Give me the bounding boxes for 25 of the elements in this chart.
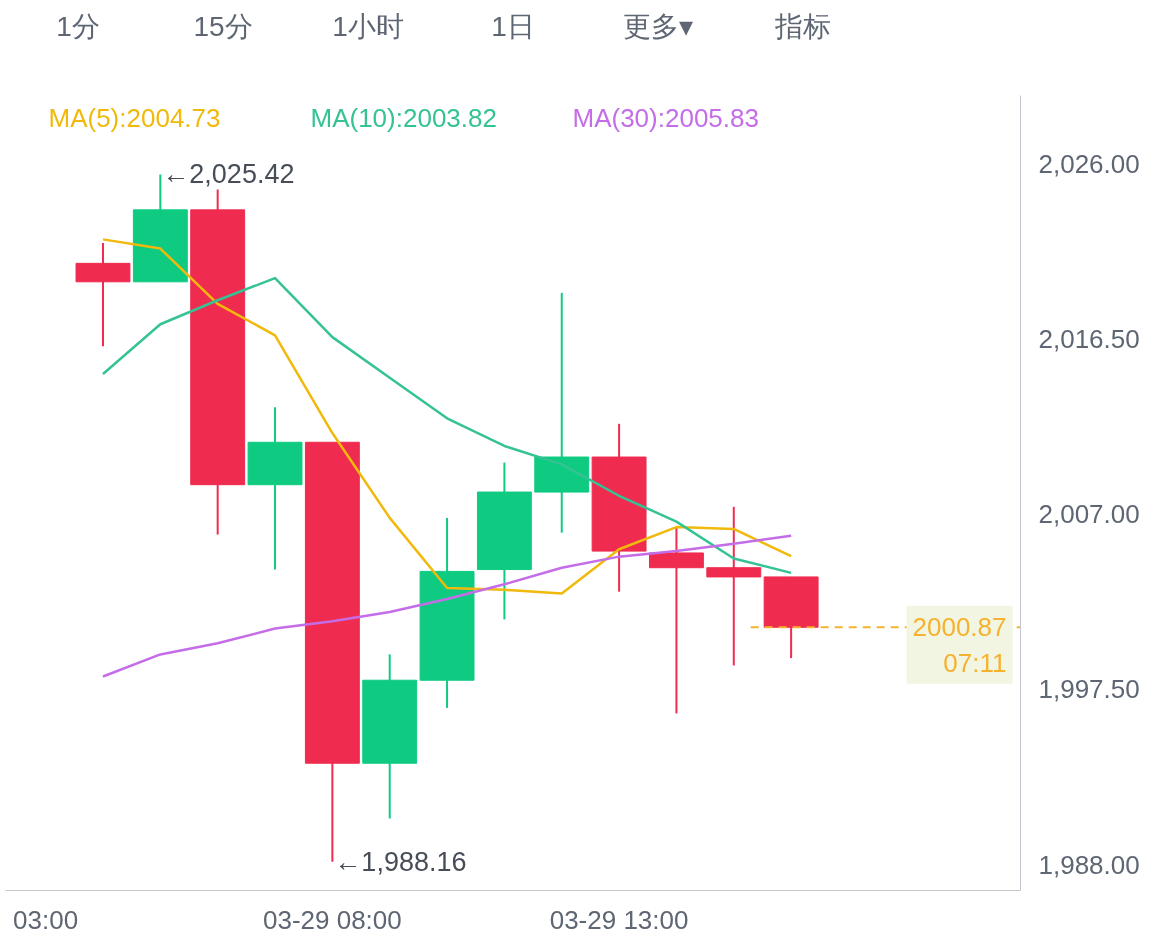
text: 更多▾ bbox=[623, 10, 693, 42]
text: MA(5):2004.73 bbox=[48, 103, 221, 134]
candlestick bbox=[706, 505, 762, 667]
y-tick-label: 1,997.50 bbox=[1038, 674, 1140, 705]
y-tick-label: 1,988.00 bbox=[1038, 849, 1140, 880]
text: 1分 bbox=[56, 10, 100, 42]
text: 指标 bbox=[774, 10, 831, 42]
y-tick-label: 2,007.00 bbox=[1038, 499, 1140, 530]
x-tick-label: 03:00 bbox=[13, 904, 79, 935]
text: 1日 bbox=[491, 10, 535, 42]
y-tick-label: 2,026.00 bbox=[1038, 148, 1140, 179]
text: 1小时 bbox=[332, 10, 404, 42]
annotation: ←1,988.16 bbox=[334, 846, 467, 877]
text: MA(30):2005.83 bbox=[572, 103, 759, 134]
x-tick-label: 03-29 13:00 bbox=[549, 904, 689, 935]
ref-line-label: 2000.87 07:11 bbox=[912, 611, 1007, 678]
y-tick-label: 2,016.50 bbox=[1038, 323, 1140, 354]
x-tick-label: 03-29 08:00 bbox=[262, 904, 402, 935]
candlestick bbox=[648, 526, 704, 715]
text: MA(10):2003.82 bbox=[310, 103, 497, 134]
line-series bbox=[101, 534, 793, 678]
text: 15分 bbox=[193, 10, 253, 42]
line-series bbox=[101, 238, 793, 595]
annotation: ←2,025.42 bbox=[162, 159, 295, 190]
line-series bbox=[101, 276, 793, 575]
